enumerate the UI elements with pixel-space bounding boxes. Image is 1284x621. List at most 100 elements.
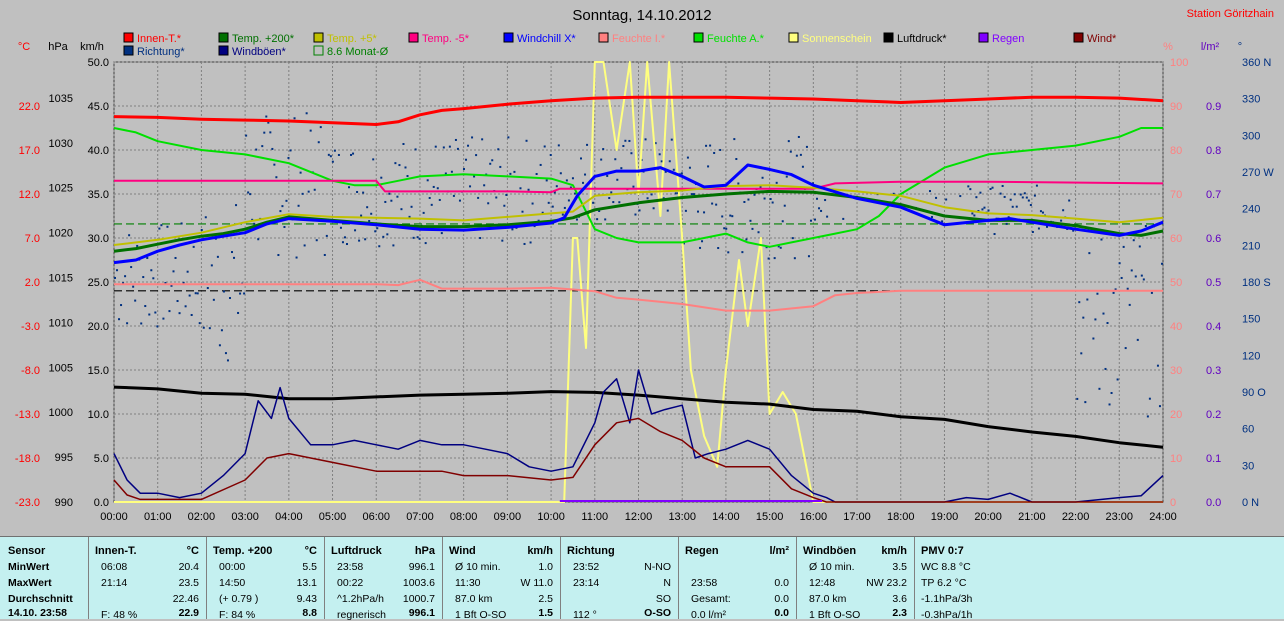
direction-point <box>376 227 379 230</box>
direction-point <box>630 152 633 155</box>
direction-point <box>579 157 582 160</box>
direction-point <box>807 255 810 258</box>
direction-point <box>719 148 722 151</box>
direction-point <box>467 144 470 147</box>
richtung-row-label: 23:14 <box>573 577 600 589</box>
direction-point <box>521 210 524 213</box>
direction-point <box>507 136 510 139</box>
direction-point <box>743 200 746 203</box>
direction-point <box>382 235 385 238</box>
wind-tick-label: 15.0 <box>88 365 109 377</box>
direction-point <box>400 208 403 211</box>
direction-point <box>824 199 827 202</box>
innen-header: Innen-T. <box>95 545 137 557</box>
direction-point <box>1104 367 1107 370</box>
direction-point <box>1025 196 1028 199</box>
direction-point <box>408 215 411 218</box>
direction-point <box>787 140 790 143</box>
direction-point <box>164 282 167 285</box>
direction-point <box>959 195 962 198</box>
direction-point <box>513 170 516 173</box>
time-tick-label: 02:00 <box>188 511 216 523</box>
direction-point <box>529 241 532 244</box>
direction-point <box>188 294 191 297</box>
direction-point <box>1142 278 1145 281</box>
innen-row-value: 23.5 <box>178 577 199 589</box>
direction-point <box>499 165 502 168</box>
direction-point <box>537 219 540 222</box>
direction-point <box>565 179 568 182</box>
direction-point <box>543 145 546 148</box>
direction-point <box>154 311 157 314</box>
direction-point <box>688 166 691 169</box>
direction-point <box>705 144 708 147</box>
direction-point <box>152 277 155 280</box>
direction-point <box>194 292 197 295</box>
direction-point <box>1124 347 1127 350</box>
direction-point <box>305 112 308 115</box>
direction-point <box>690 193 693 196</box>
direction-point <box>200 229 203 232</box>
direction-point <box>584 173 587 176</box>
direction-point <box>319 126 322 129</box>
wind-tick-label: 50.0 <box>88 57 109 69</box>
wind-tick-label: 25.0 <box>88 277 109 289</box>
luftdruck-row-value: 996.1 <box>408 561 435 573</box>
direction-point <box>644 138 647 141</box>
direction-point <box>477 196 480 199</box>
direction-point <box>307 190 310 193</box>
direction-point <box>271 147 274 150</box>
direction-point <box>999 192 1002 195</box>
direction-point <box>1138 245 1141 248</box>
legend-label: Windböen* <box>232 46 287 58</box>
direction-point <box>670 138 673 141</box>
direction-point <box>1041 211 1044 214</box>
direction-point <box>600 158 603 161</box>
direction-point <box>557 144 560 147</box>
direction-point <box>233 256 236 259</box>
direction-point <box>799 153 802 156</box>
direction-point <box>251 218 254 221</box>
direction-point <box>680 172 683 175</box>
legend-swatch <box>218 32 229 43</box>
direction-point <box>569 186 572 189</box>
direction-point <box>390 199 393 202</box>
series-line-wind- <box>113 417 1163 503</box>
direction-point <box>285 199 288 202</box>
direction-point <box>1108 403 1111 406</box>
time-tick-label: 19:00 <box>931 511 959 523</box>
direction-point <box>612 201 615 204</box>
luftdruck-column: Luftdruck hPa 23:58 996.1 00:22 1003.6 ^1.2hPa… <box>324 537 443 621</box>
direction-point <box>1130 269 1133 272</box>
direction-point <box>745 238 748 241</box>
direction-point <box>132 285 135 288</box>
direction-point <box>418 237 421 240</box>
direction-point <box>126 322 129 325</box>
rain-tick-label: 0.9 <box>1206 101 1221 113</box>
temp-tick-label: 7.0 <box>25 233 40 245</box>
direction-point <box>178 312 181 315</box>
direction-point <box>535 173 538 176</box>
direction-point <box>1112 291 1115 294</box>
direction-point <box>1118 262 1121 265</box>
windboen-row-label: Ø 10 min. <box>809 561 855 573</box>
direction-point <box>525 139 528 142</box>
pressure-tick-label: 990 <box>55 497 73 509</box>
luftdruck-row-value: 1000.7 <box>402 593 435 605</box>
direction-point <box>180 222 183 225</box>
direction-point <box>386 233 389 236</box>
direction-point <box>769 198 772 201</box>
direction-point <box>142 276 145 279</box>
direction-point <box>676 192 679 195</box>
temp-tick-label: -23.0 <box>15 497 40 509</box>
direction-point <box>785 175 788 178</box>
direction-point <box>1086 298 1089 301</box>
legend-swatch <box>313 45 324 56</box>
direction-point <box>1078 301 1081 304</box>
direction-point <box>783 204 786 207</box>
series-line-temp-5- <box>114 179 1164 194</box>
humidity-tick-label: 20 <box>1170 409 1182 421</box>
direction-point <box>497 148 500 151</box>
time-tick-label: 23:00 <box>1106 511 1134 523</box>
direction-point <box>650 193 653 196</box>
